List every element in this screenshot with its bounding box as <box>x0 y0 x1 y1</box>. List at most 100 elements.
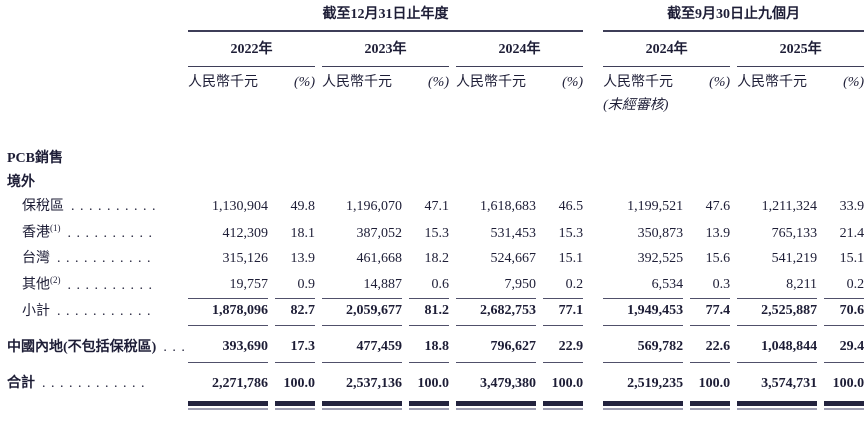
dot-leader: . . . . . . . . . . <box>67 278 153 293</box>
year-header-2024: 2024年 <box>456 32 584 68</box>
year-header-2025: 2025年 <box>737 32 865 68</box>
period-header-annual: 截至12月31日止年度 <box>188 2 584 33</box>
cell-pct: 13.9 <box>290 251 316 267</box>
cell-pct: 82.7 <box>275 299 315 327</box>
cell-pct: 15.1 <box>558 251 584 267</box>
cell-value: 531,453 <box>490 225 537 241</box>
cell-value: 765,133 <box>771 225 818 241</box>
cell-value: 2,682,753 <box>456 299 536 327</box>
cell-value: 3,479,380 <box>480 375 536 391</box>
double-rule <box>409 398 449 410</box>
cell-value: 2,519,235 <box>627 375 684 391</box>
unit-label-2023: 人民幣千元 <box>322 75 392 91</box>
unaudited-note: (未經審核) <box>603 97 669 113</box>
year-header-2022: 2022年 <box>188 32 315 68</box>
cell-pct: 29.4 <box>824 326 865 363</box>
table-row-others: 其他(2). . . . . . . . . . 19,757 0.9 14,8… <box>7 272 865 300</box>
period-header-row: 截至12月31日止年度 截至9月30日止九個月 <box>7 2 865 33</box>
cell-value: 350,873 <box>637 225 684 241</box>
year-header-2024-9m: 2024年 <box>603 32 731 68</box>
pct-label-2024-9m: (%) <box>709 75 731 91</box>
cell-pct: 21.4 <box>839 225 865 241</box>
pct-label-2023: (%) <box>428 75 449 91</box>
table-row-total: 合計. . . . . . . . . . . . 2,271,786 100.… <box>7 363 864 398</box>
row-label-hong-kong: 香港(1). . . . . . . . . . <box>22 223 153 241</box>
cell-pct: 0.2 <box>824 272 865 300</box>
cell-pct: 13.9 <box>705 225 731 241</box>
dot-leader: . . . <box>163 340 186 356</box>
cell-pct: 77.4 <box>690 299 731 327</box>
cell-value: 1,211,324 <box>761 199 818 215</box>
cell-pct: 100.0 <box>832 375 865 391</box>
cell-value: 412,309 <box>222 225 269 241</box>
pct-label-2025: (%) <box>843 75 865 91</box>
financial-table: 截至12月31日止年度 截至9月30日止九個月 2022年 2023年 2024… <box>0 2 865 410</box>
cell-value: 461,668 <box>356 251 403 267</box>
double-rule <box>603 398 684 410</box>
double-rule <box>456 398 536 410</box>
double-rule <box>322 398 402 410</box>
group-label-pcb-sales: PCB銷售 <box>7 150 63 166</box>
cell-value: 1,199,521 <box>627 199 684 215</box>
cell-pct: 0.9 <box>275 272 315 300</box>
cell-pct: 100.0 <box>417 375 450 391</box>
cell-pct: 22.6 <box>690 326 731 363</box>
cell-pct: 100.0 <box>698 375 731 391</box>
footnote-marker-2: (2) <box>50 275 61 286</box>
cell-value: 19,757 <box>188 272 268 300</box>
cell-pct: 18.1 <box>290 225 316 241</box>
cell-value: 393,690 <box>188 326 268 363</box>
cell-pct: 17.3 <box>275 326 315 363</box>
cell-value: 524,667 <box>490 251 537 267</box>
pct-label-2022: (%) <box>294 75 315 91</box>
row-label-others: 其他(2). . . . . . . . . . <box>22 275 153 293</box>
cell-value: 1,130,904 <box>212 199 268 215</box>
dot-leader: . . . . . . . . . . <box>71 199 157 215</box>
row-label-total: 合計. . . . . . . . . . . . <box>7 375 146 391</box>
cell-pct: 47.6 <box>705 199 731 215</box>
cell-pct: 77.1 <box>543 299 584 327</box>
cell-pct: 18.8 <box>409 326 449 363</box>
cell-pct: 22.9 <box>543 326 584 363</box>
cell-pct: 70.6 <box>824 299 865 327</box>
table-row-subtotal: 小計. . . . . . . . . . . 1,878,096 82.7 2… <box>7 299 865 327</box>
cell-value: 7,950 <box>456 272 536 300</box>
cell-value: 1,618,683 <box>480 199 536 215</box>
unit-header-row: 人民幣千元 (%) 人民幣千元 (%) 人民幣千元 (%) 人民幣千元 (未經審核… <box>7 67 864 114</box>
cell-pct: 15.3 <box>424 225 450 241</box>
unit-label-2024-9m: 人民幣千元 (未經審核) <box>603 67 683 114</box>
unit-label-2024: 人民幣千元 <box>456 75 526 91</box>
row-label-taiwan: 台灣. . . . . . . . . . . <box>22 251 152 267</box>
double-rule <box>824 398 865 410</box>
double-rule <box>543 398 584 410</box>
cell-pct: 15.6 <box>705 251 731 267</box>
double-rule <box>275 398 315 410</box>
section-gap <box>590 2 596 32</box>
table-row-mainland-china: 中國內地(不包括保稅區). . . 393,690 17.3 477,459 1… <box>7 326 865 363</box>
cell-value: 392,525 <box>637 251 684 267</box>
table-row-hong-kong: 香港(1). . . . . . . . . . 412,309 18.1 38… <box>7 220 864 247</box>
cell-value: 3,574,731 <box>761 375 818 391</box>
cell-pct: 0.3 <box>690 272 731 300</box>
cell-value: 2,271,786 <box>212 375 268 391</box>
dot-leader: . . . . . . . . . . . <box>57 251 152 267</box>
cell-value: 2,525,887 <box>737 299 818 327</box>
cell-value: 387,052 <box>356 225 403 241</box>
dot-leader: . . . . . . . . . . . <box>57 304 152 320</box>
cell-pct: 100.0 <box>283 375 316 391</box>
group-row-pcb-sales: PCB銷售 <box>7 147 864 171</box>
double-rule <box>188 398 268 410</box>
cell-value: 8,211 <box>737 272 818 300</box>
table-row-bonded-area: 保稅區. . . . . . . . . . 1,130,904 49.8 1,… <box>7 195 864 220</box>
cell-value: 1,048,844 <box>737 326 818 363</box>
dot-leader: . . . . . . . . . . <box>67 225 153 241</box>
cell-value: 1,949,453 <box>603 299 684 327</box>
unit-text: 人民幣千元 <box>603 75 674 91</box>
cell-pct: 15.1 <box>839 251 865 267</box>
cell-value: 1,196,070 <box>346 199 402 215</box>
cell-value: 6,534 <box>603 272 684 300</box>
cell-value: 796,627 <box>456 326 536 363</box>
dot-leader: . . . . . . . . . . . . <box>42 375 146 391</box>
cell-pct: 49.8 <box>290 199 316 215</box>
year-header-2023: 2023年 <box>322 32 449 68</box>
